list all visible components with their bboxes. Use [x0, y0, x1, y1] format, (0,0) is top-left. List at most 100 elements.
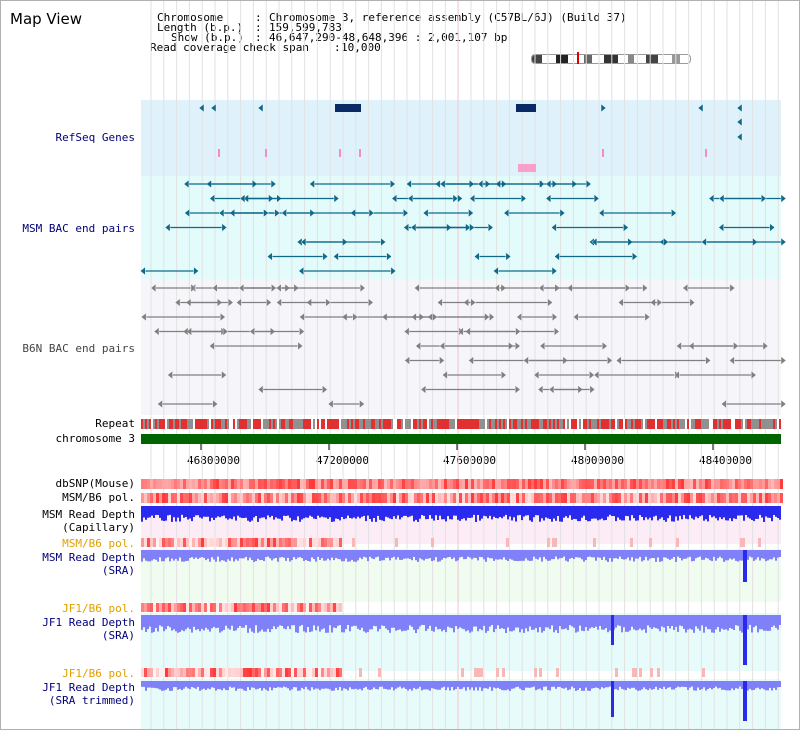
heat-cell: [432, 479, 435, 489]
heat-cell: [207, 603, 210, 612]
repeat-segment: [309, 419, 311, 429]
depth-bar: [409, 550, 411, 559]
depth-bar: [367, 506, 369, 516]
track-label-b6n-bac[interactable]: B6N BAC end pairs: [22, 342, 135, 355]
depth-bar: [363, 506, 365, 516]
heat-cell: [510, 493, 513, 503]
depth-bar: [491, 615, 493, 625]
repeat-segment: [421, 419, 423, 429]
bac-end-marker: [263, 208, 269, 218]
chromosome-ideogram[interactable]: [531, 54, 691, 64]
depth-bar: [709, 615, 711, 630]
heat-cell: [174, 668, 177, 677]
depth-bar: [689, 615, 691, 629]
depth-bar: [219, 681, 221, 690]
repeat-segment: [657, 419, 659, 429]
depth-bar: [247, 615, 249, 633]
depth-bar: [715, 615, 717, 630]
track-label-refseq[interactable]: RefSeq Genes: [55, 131, 135, 144]
depth-bar: [205, 550, 207, 561]
depth-bar: [191, 615, 193, 633]
depth-bar: [741, 681, 743, 689]
bac-end-marker: [220, 312, 226, 322]
depth-bar: [289, 550, 291, 562]
heat-cell: [498, 479, 501, 489]
depth-bar: [383, 615, 385, 626]
heat-cell: [183, 668, 186, 677]
depth-bar: [517, 681, 519, 687]
depth-bar: [763, 550, 765, 559]
depth-bar: [249, 550, 251, 558]
depth-bar: [549, 681, 551, 691]
depth-bar: [155, 550, 157, 560]
repeat-segment: [627, 419, 629, 429]
depth-bar: [591, 681, 593, 689]
depth-bar: [573, 681, 575, 689]
bac-end-marker: [359, 283, 366, 293]
depth-bar: [669, 681, 671, 688]
bac-end-marker: [644, 312, 651, 322]
heat-cell: [627, 493, 630, 503]
depth-bar: [203, 615, 205, 631]
depth-bar: [249, 506, 251, 522]
repeat-segment: [257, 419, 259, 429]
depth-bar: [503, 615, 505, 629]
heat-cell: [315, 603, 318, 612]
repeat-segment: [705, 419, 707, 429]
repeat-segment: [721, 419, 723, 429]
depth-bar: [145, 615, 147, 632]
bac-end-marker: [487, 223, 494, 232]
depth-bar: [257, 506, 259, 522]
repeat-segment: [763, 419, 765, 429]
depth-bar: [547, 615, 549, 628]
heat-cell: [453, 493, 456, 503]
heat-cell: [321, 668, 324, 677]
heat-cell: [594, 479, 597, 489]
heat-cell: [192, 538, 195, 547]
heat-cell: [270, 603, 273, 612]
repeat-segment: [691, 419, 693, 429]
depth-bar: [443, 550, 445, 558]
bac-end-marker: [547, 298, 553, 307]
heat-cell: [297, 538, 300, 547]
track-label-msm-bac[interactable]: MSM BAC end pairs: [22, 222, 135, 235]
heat-cell: [201, 603, 204, 612]
depth-bar: [565, 681, 567, 688]
repeat-segment: [643, 419, 645, 429]
depth-bar: [631, 550, 633, 558]
depth-bar: [633, 506, 635, 519]
depth-bar: [147, 615, 149, 630]
depth-bar: [473, 681, 475, 691]
bac-end-marker: [437, 298, 443, 307]
repeat-segment: [327, 419, 329, 429]
depth-bar: [611, 506, 613, 516]
depth-bar: [469, 506, 471, 518]
depth-bar: [323, 550, 325, 561]
depth-bar: [343, 550, 345, 562]
depth-bar: [679, 506, 681, 516]
bac-end-marker: [184, 208, 190, 218]
depth-bar: [445, 506, 447, 522]
heat-cell: [456, 493, 459, 503]
depth-bar: [577, 550, 579, 558]
heat-cell: [507, 493, 510, 503]
repeat-segment: [487, 419, 489, 429]
heat-cell: [753, 479, 756, 489]
depth-bar: [725, 615, 727, 630]
depth-bar: [375, 506, 377, 522]
bac-end-marker: [585, 179, 592, 189]
depth-bar: [459, 681, 461, 690]
depth-bar: [561, 550, 563, 558]
depth-bar: [471, 506, 473, 518]
track-label-msm-depth-sra-2: (SRA): [101, 564, 135, 577]
depth-bar: [599, 681, 601, 690]
depth-bar: [425, 615, 427, 631]
bac-end-marker: [239, 194, 246, 203]
depth-bar: [201, 550, 203, 557]
heat-cell: [558, 479, 561, 489]
depth-bar: [601, 506, 603, 519]
depth-bar: [519, 550, 521, 561]
depth-bar: [719, 506, 721, 518]
depth-bar: [467, 615, 469, 631]
